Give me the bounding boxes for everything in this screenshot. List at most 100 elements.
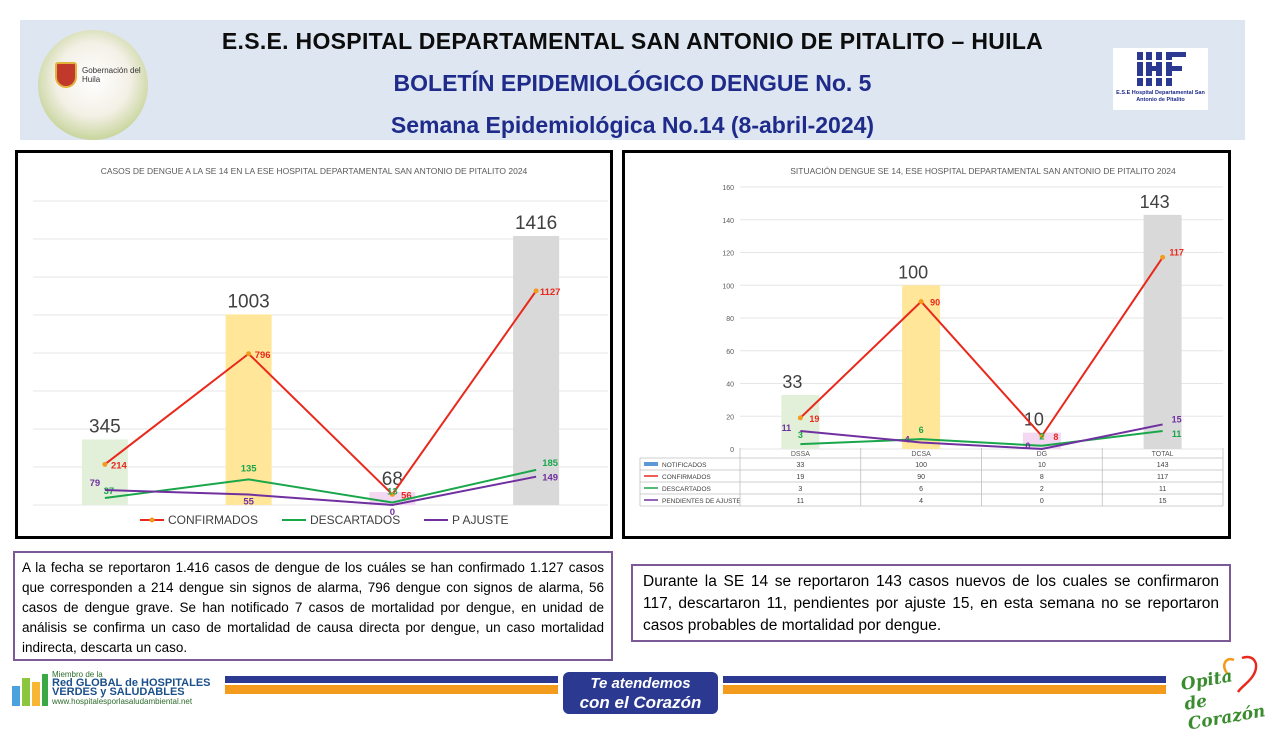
chart1-data-label-0-1: 796	[255, 350, 271, 361]
footer-stripe-left	[225, 676, 558, 694]
chart1-series-line-1	[104, 468, 537, 504]
hospital-logo: E.S.E Hospital Departamental San Antonio…	[1113, 48, 1208, 110]
slogan-badge: Te atendemos con el Corazón	[563, 672, 718, 714]
week-situation-chart: SITUACIÓN DENGUE SE 14, ESE HOSPITAL DEP…	[639, 166, 1224, 507]
chart1-title-line-0: CASOS DE DENGUE A LA SE 14 EN LA ESE HOS…	[101, 166, 528, 176]
chart2-category-2: DG	[1037, 451, 1048, 458]
chart-panel-cumulative: CASOS DE DENGUE A LA SE 14 EN LA ESE HOS…	[15, 150, 613, 539]
chart1-series-line-2	[104, 475, 537, 507]
chart1-data-label-1-2: 13	[387, 487, 398, 498]
chart2-table-cell-3-3: 15	[1159, 498, 1167, 505]
gobernacion-label: Gobernación del Huila	[82, 66, 141, 84]
chart2-data-label-0-3: 117	[1169, 247, 1184, 257]
chart2-category-3: TOTAL	[1152, 451, 1174, 458]
chart1-series-line-0	[104, 290, 537, 496]
chart1-data-label-1-0: 37	[104, 486, 115, 497]
chart1-bar-label-1: 1003	[227, 291, 269, 312]
chart2-category-1: DCSA	[911, 451, 931, 458]
footer-stripe-right	[723, 676, 1166, 694]
chart2-data-label-0-0: 19	[809, 414, 819, 424]
chart1-bar-label-0: 345	[89, 416, 121, 437]
header-banner: E.S.E. HOSPITAL DEPARTAMENTAL SAN ANTONI…	[20, 20, 1245, 140]
chart2-table-cell-2-2: 2	[1040, 486, 1044, 493]
green-hospitals-network-logo: Miembro de la Red GLOBAL de HOSPITALES V…	[10, 668, 215, 712]
chart2-ytick-4: 80	[726, 316, 734, 323]
chart2-ytick-2: 40	[726, 382, 734, 389]
bulletin-title: BOLETÍN EPIDEMIOLÓGICO DENGUE No. 5	[393, 70, 872, 96]
chart2-ytick-6: 120	[722, 251, 734, 258]
chart1-data-label-0-2: 56	[401, 490, 412, 501]
chart2-data-label-1-3: 11	[1172, 429, 1182, 439]
cumulative-summary-text: A la fecha se reportaron 1.416 casos de …	[13, 551, 613, 661]
opita-logo: Opita de Corazón	[1179, 652, 1267, 734]
chart2-ytick-8: 160	[722, 185, 734, 192]
shield-icon	[55, 62, 77, 88]
chart2-ytick-5: 100	[722, 283, 734, 290]
chart2-data-label-2-1: 4	[905, 434, 910, 444]
chart2-bar-0	[781, 394, 820, 449]
chart2-point-0-2	[1039, 433, 1045, 439]
chart1-bar-0	[81, 439, 128, 505]
chart1-data-label-2-3: 149	[542, 473, 558, 484]
chart2-ytick-1: 20	[726, 414, 734, 421]
chart1-point-0-3	[533, 288, 539, 294]
gobernacion-logo: Gobernación del Huila	[38, 30, 148, 140]
week-title: Semana Epidemiológica No.14 (8-abril-202…	[390, 112, 875, 138]
network-url: www.hospitalesporlasaludambiental.net	[52, 697, 193, 706]
week-summary-text: Durante la SE 14 se reportaron 143 casos…	[631, 564, 1231, 642]
chart2-table-cell-2-3: 11	[1159, 486, 1166, 493]
chart2-data-label-2-0: 11	[782, 423, 792, 433]
heart-icon	[1223, 655, 1258, 693]
chart2-point-0-3	[1160, 254, 1166, 260]
opita-text: Opita de Corazón	[1179, 666, 1267, 735]
chart2-bar-3	[1143, 214, 1182, 449]
chart2-table-cell-1-2: 8	[1040, 474, 1044, 481]
chart1-point-0-2	[389, 491, 395, 497]
chart2-data-label-0-2: 8	[1053, 432, 1058, 442]
chart1-bar-1	[225, 314, 272, 505]
leaves-icon	[12, 674, 48, 706]
chart1-bar-3	[513, 235, 560, 505]
chart1-legend-marker-0	[149, 517, 155, 523]
chart2-ytick-3: 60	[726, 349, 734, 356]
chart2-table-rowlabel-2: DESCARTADOS	[662, 486, 712, 493]
chart1-legend-label-0: CONFIRMADOS	[168, 513, 258, 527]
chart2-table-rowlabel-3: PENDIENTES DE AJUSTE	[662, 498, 741, 505]
chart1-data-label-0-0: 214	[111, 460, 128, 471]
chart-panel-week: SITUACIÓN DENGUE SE 14, ESE HOSPITAL DEP…	[622, 150, 1231, 539]
chart1-data-label-0-3: 1127	[540, 287, 561, 298]
chart2-table-cell-0-1: 100	[915, 462, 927, 469]
chart2-table-cell-3-1: 4	[919, 498, 923, 505]
chart2-data-label-0-1: 90	[930, 298, 940, 308]
chart1-data-label-1-3: 185	[542, 458, 559, 469]
chart2-category-0: DSSA	[791, 451, 810, 458]
chart2-bar-label-2: 10	[1024, 410, 1044, 430]
chart2-point-0-1	[918, 299, 924, 305]
network-line3: VERDES y SALUDABLES	[52, 686, 185, 698]
chart1-data-label-2-2: 0	[390, 507, 395, 518]
chart2-data-label-2-3: 15	[1172, 414, 1182, 424]
chart2-table-cell-1-1: 90	[917, 474, 925, 481]
slogan-line2: con el Corazón	[579, 693, 702, 712]
chart2-data-label-1-0: 3	[798, 430, 803, 440]
chart2-bar-label-3: 143	[1140, 192, 1170, 212]
chart2-table-cell-1-3: 117	[1157, 474, 1168, 481]
chart1-data-label-2-1: 55	[243, 497, 254, 508]
cumulative-cases-chart: CASOS DE DENGUE A LA SE 14 EN LA ESE HOS…	[33, 166, 608, 527]
chart2-data-label-1-2: 2	[1039, 432, 1044, 442]
chart1-legend-label-2: P AJUSTE	[452, 513, 508, 527]
chart2-point-0-0	[797, 415, 803, 421]
chart2-table-cell-0-3: 143	[1157, 462, 1169, 469]
network-line1: Miembro de la	[52, 670, 103, 679]
chart2-bar-label-0: 33	[782, 372, 802, 392]
chart1-bar-label-2: 68	[382, 469, 403, 490]
chart2-data-label-1-1: 6	[919, 425, 924, 435]
chart2-table-swatch-0	[644, 462, 658, 466]
chart1-point-0-0	[102, 461, 108, 467]
chart1-point-0-1	[246, 351, 252, 357]
hospital-logo-label: E.S.E Hospital Departamental San Antonio…	[1116, 90, 1205, 103]
chart2-table-cell-3-0: 11	[797, 498, 804, 505]
chart2-ytick-0: 0	[730, 447, 734, 454]
chart1-data-label-2-0: 79	[90, 478, 101, 489]
chart2-table-cell-3-2: 0	[1040, 498, 1044, 505]
